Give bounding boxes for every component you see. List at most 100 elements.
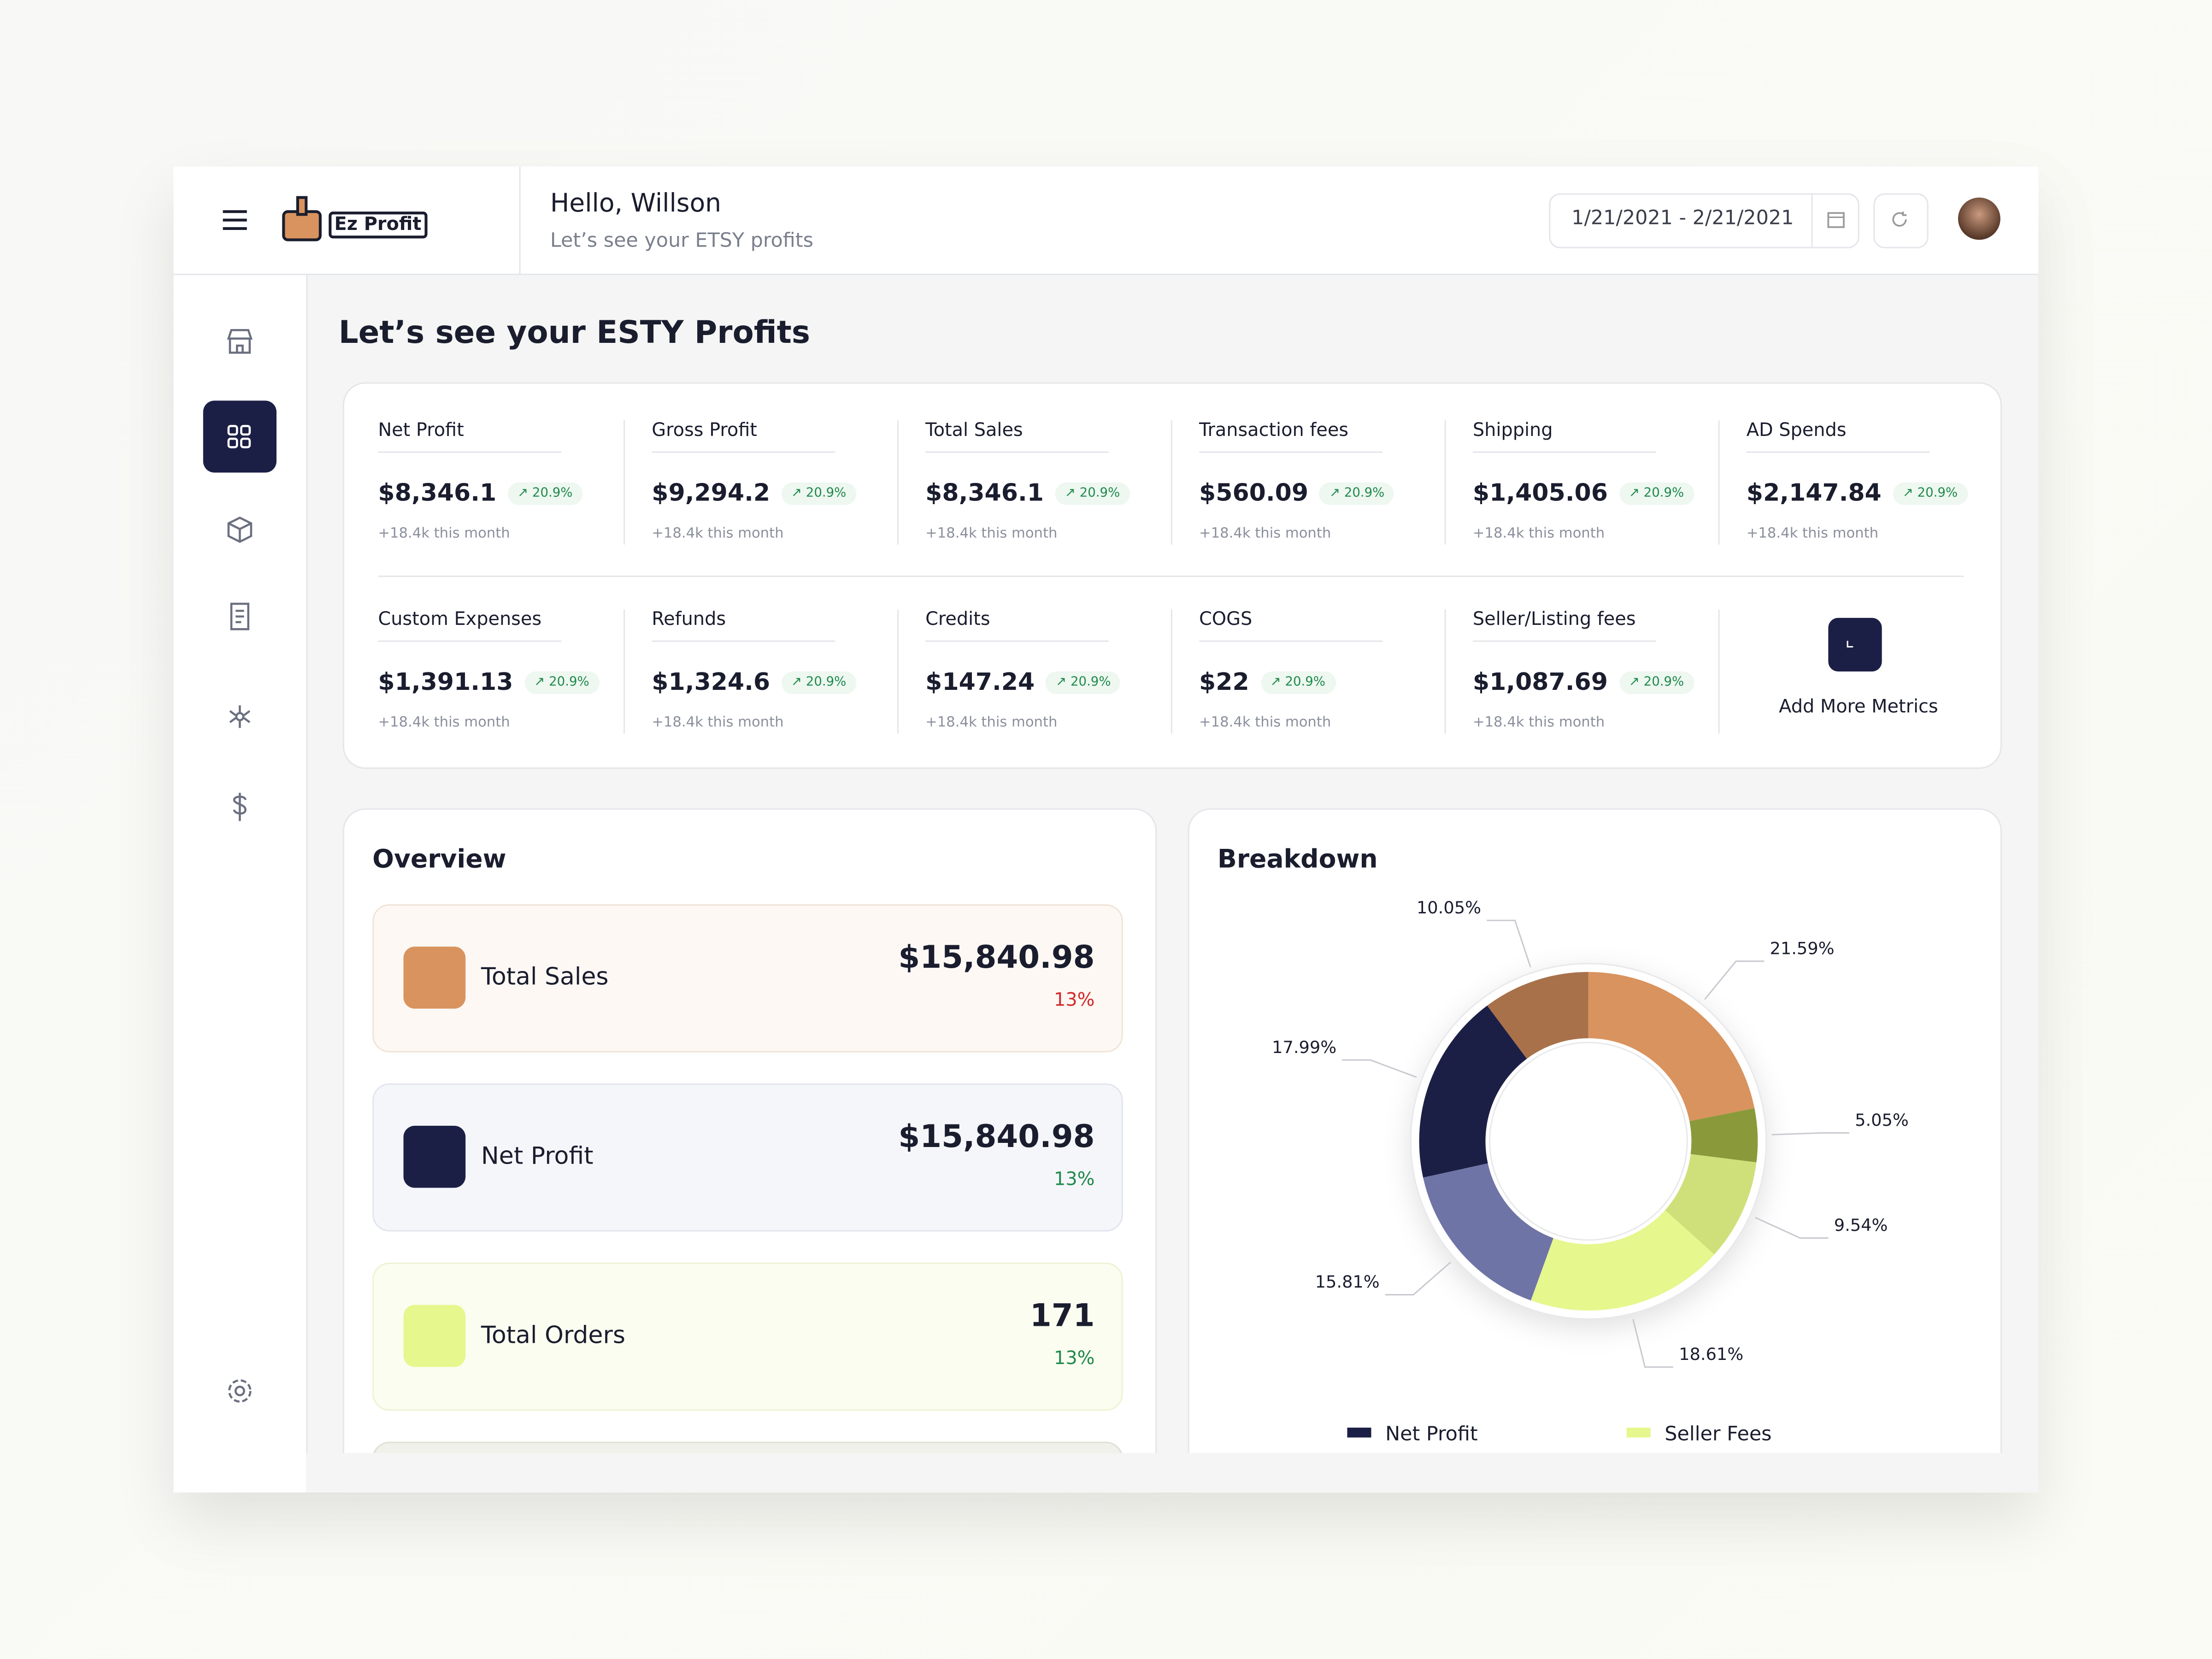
col-divider xyxy=(1718,420,1720,545)
change-pill: ↗ 20.9% xyxy=(1046,671,1121,694)
overview-label: Total Orders xyxy=(481,1322,625,1350)
change-pill: ↗ 20.9% xyxy=(1260,671,1335,694)
leader-line xyxy=(1487,919,1531,968)
refresh-icon xyxy=(1892,212,1907,227)
metric-note: +18.4k this month xyxy=(378,526,510,542)
rule xyxy=(378,451,562,453)
date-range: 1/21/2021 - 2/21/2021 xyxy=(1571,207,1794,230)
legend-label: Seller Fees xyxy=(1665,1422,1771,1445)
legend-swatch xyxy=(1626,1427,1651,1438)
change-pill: ↗ 20.9% xyxy=(781,671,856,694)
metric-name: Gross Profit xyxy=(652,420,757,442)
row-divider xyxy=(378,575,1964,577)
change-pill: ↗ 20.9% xyxy=(1893,482,1968,505)
change: 20.9% xyxy=(549,676,589,690)
overview-icon xyxy=(403,947,466,1009)
metric-note: +18.4k this month xyxy=(652,715,784,731)
metric-name: Total Sales xyxy=(925,420,1023,442)
nav-icons[interactable] xyxy=(226,327,254,920)
change-pill: ↗ 20.9% xyxy=(524,671,600,694)
leader-line xyxy=(1342,1059,1417,1078)
metrics-panel: Net Profit $8,346.1 ↗ 20.9% +18.4k this mon… xyxy=(342,382,2002,769)
rule xyxy=(1746,451,1930,453)
metric-value: $1,391.13 xyxy=(378,669,513,697)
rule xyxy=(1472,640,1656,642)
overview-card[interactable] xyxy=(372,904,1123,1053)
rule xyxy=(1199,451,1382,453)
logo-icon xyxy=(282,196,322,241)
metric-note: +18.4k this month xyxy=(1199,526,1331,542)
slice-label: 10.05% xyxy=(1417,898,1481,918)
col-divider xyxy=(1444,420,1446,545)
metric-name: COGS xyxy=(1199,609,1253,631)
donut-slice xyxy=(1588,972,1755,1121)
col-divider xyxy=(897,609,899,734)
change-pill: ↗ 20.9% xyxy=(1319,482,1394,505)
change-pill: ↗ 20.9% xyxy=(781,482,856,505)
overview-card[interactable] xyxy=(372,1262,1123,1411)
overview-value: 171 xyxy=(1030,1299,1095,1335)
breakdown-title: Breakdown xyxy=(1217,845,1378,875)
logo-text: Ez Profit xyxy=(329,212,427,239)
rule xyxy=(652,451,835,453)
col-divider xyxy=(897,420,899,545)
metric-value: $147.24 xyxy=(925,669,1035,697)
overview-card[interactable] xyxy=(372,1083,1123,1232)
leader-line xyxy=(1385,1261,1451,1296)
overview-value: $15,840.98 xyxy=(898,941,1095,977)
metric-note: +18.4k this month xyxy=(1199,715,1331,731)
col-divider xyxy=(1718,609,1720,734)
donut-chart: 17.99% 10.05% 21.59% 5.05% 9.54% 18.61% 15.81%… xyxy=(1272,898,1909,1446)
metric-name: Credits xyxy=(925,609,990,631)
slice-label: 15.81% xyxy=(1315,1272,1380,1292)
metric-name: Custom Expenses xyxy=(378,609,542,631)
overview-icon xyxy=(403,1305,466,1367)
change: 20.9% xyxy=(1643,487,1684,501)
add-metrics-label: Add More Metrics xyxy=(1779,697,1938,718)
slice-label: 9.54% xyxy=(1834,1215,1888,1235)
col-divider xyxy=(1444,609,1446,734)
settings-icon[interactable] xyxy=(226,1377,254,1405)
change-pill: ↗ 20.9% xyxy=(507,482,582,505)
nav-dashboard[interactable] xyxy=(203,400,276,473)
metric-value: $9,294.2 xyxy=(652,479,771,508)
metric-value: $560.09 xyxy=(1199,479,1309,508)
rule xyxy=(378,640,562,642)
refresh-button[interactable] xyxy=(1873,193,1929,248)
metric-note: +18.4k this month xyxy=(652,526,784,542)
metric-note: +18.4k this month xyxy=(925,715,1058,731)
metric-note: +18.4k this month xyxy=(1746,526,1878,542)
overview-change: 13% xyxy=(1054,1348,1095,1370)
menu-button[interactable] xyxy=(222,209,250,231)
donut-slice xyxy=(1487,972,1588,1059)
donut-slice xyxy=(1689,1108,1758,1163)
add-metrics-button[interactable] xyxy=(1828,618,1882,672)
overview-panel: Overview Total Sales $15,840.98 13% Net Pro… xyxy=(342,808,1157,1493)
change: 20.9% xyxy=(1344,487,1385,501)
rule xyxy=(1472,451,1656,453)
leader-line xyxy=(1632,1319,1673,1368)
date-picker[interactable] xyxy=(1549,193,1859,248)
change-pill: ↗ 20.9% xyxy=(1619,482,1694,505)
avatar[interactable] xyxy=(1958,197,2000,240)
subtitle: Let’s see your ETSY profits xyxy=(550,229,813,253)
overview-icon xyxy=(403,1125,466,1188)
overview-label: Total Sales xyxy=(481,963,609,992)
breakdown-panel: Breakdown 17.99% 10.05% 21.59% 5.05% 9.54% 18… xyxy=(1188,808,2002,1493)
rule xyxy=(652,640,835,642)
overview-title: Overview xyxy=(372,845,506,875)
metric-note: +18.4k this month xyxy=(378,715,510,731)
metric-note: +18.4k this month xyxy=(1472,526,1605,542)
donut-slice xyxy=(1530,1210,1714,1311)
app-window: Ez Profit Hello, Willson Let’s see your … xyxy=(173,166,2039,1493)
change: 20.9% xyxy=(1070,676,1111,690)
leader-line xyxy=(1704,960,1765,1000)
sidebar xyxy=(173,275,308,1493)
overview-change: 13% xyxy=(1054,990,1095,1012)
divider xyxy=(1811,193,1813,248)
metric-note: +18.4k this month xyxy=(925,526,1058,542)
donut-slice xyxy=(1665,1154,1757,1255)
metric-name: AD Spends xyxy=(1746,420,1847,442)
greeting: Hello, Willson xyxy=(550,189,722,219)
